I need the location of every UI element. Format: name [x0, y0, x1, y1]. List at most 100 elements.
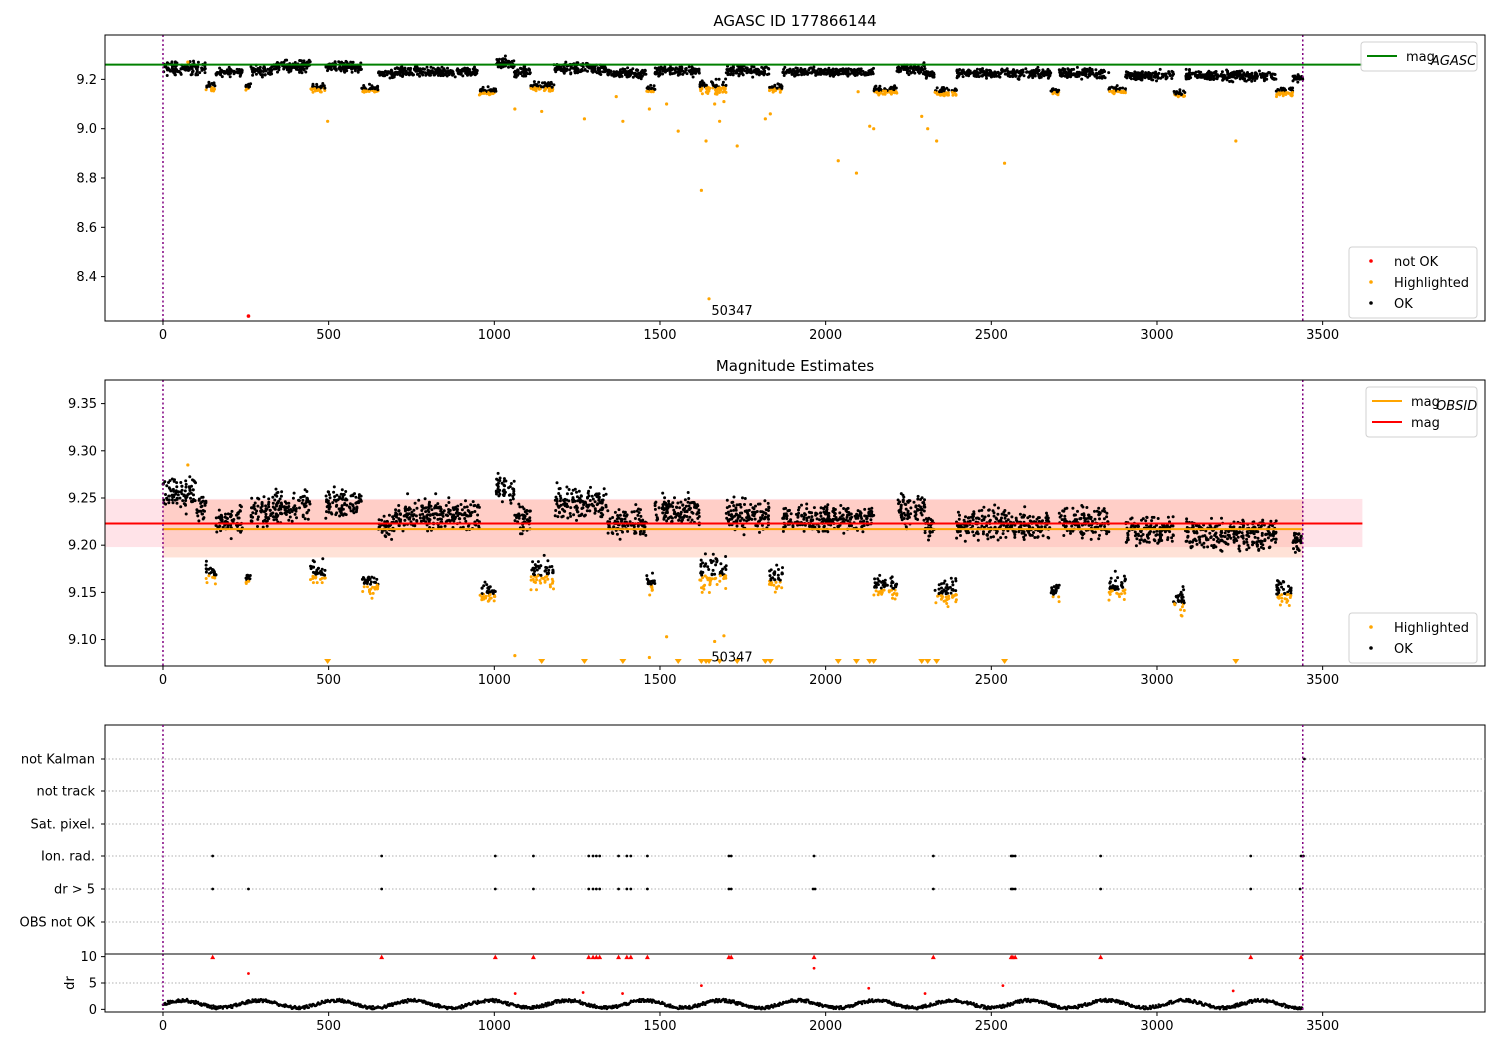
middle-ok-point [415, 506, 419, 510]
top-ok-point [289, 67, 293, 71]
middle-ok-point [171, 501, 175, 505]
middle-ok-point [517, 502, 521, 506]
middle-ok-point [644, 533, 648, 537]
top-ok-point [184, 67, 188, 70]
top-highlighted-point [1116, 90, 1120, 94]
top-ok-point [285, 58, 289, 62]
middle-highlighted-point [311, 574, 315, 578]
top-ok-point [849, 67, 853, 71]
middle-ok-point [546, 559, 550, 563]
top-ok-point [728, 73, 732, 77]
top-ok-point [1212, 78, 1216, 81]
top-ok-point [593, 67, 597, 71]
middle-ok-point [402, 514, 406, 518]
top-ok-point [429, 65, 433, 69]
middle-ok-point [663, 496, 667, 500]
middle-ok-point [585, 509, 589, 513]
top-ok-point [856, 71, 860, 75]
top-ok-point [787, 68, 791, 72]
top-highlighted-point [884, 89, 888, 93]
top-ok-point [344, 66, 348, 70]
middle-ok-point [740, 511, 744, 515]
middle-ok-point [417, 498, 421, 502]
top-highlighted-point [722, 99, 726, 104]
middle-ok-point [557, 492, 561, 495]
top-ok-point [924, 73, 928, 77]
middle-ok-point [471, 500, 475, 504]
middle-ok-point [279, 501, 283, 505]
top-ok-point [251, 73, 255, 77]
top-ok-point [1025, 70, 1029, 74]
top-ok-point [1091, 71, 1095, 75]
top-ok-point [1189, 76, 1193, 80]
top-ok-point [690, 72, 694, 76]
top-ok-point [676, 67, 680, 71]
middle-ok-point [267, 502, 270, 506]
middle-ok-point [711, 552, 715, 556]
middle-ok-point [326, 505, 330, 509]
middle-ok-point [439, 525, 443, 529]
middle-ok-point [558, 494, 562, 498]
panel-title-magnitude-estimates: Magnitude Estimates [716, 357, 874, 375]
middle-highlighted-point [718, 574, 722, 578]
top-ok-point [837, 69, 841, 73]
top-ok-point [773, 83, 777, 87]
middle-ok-point [476, 513, 480, 517]
top-ok-point [754, 67, 758, 71]
middle-ok-point [763, 516, 767, 520]
middle-ok-point [769, 568, 773, 572]
middle-ok-point [298, 506, 301, 510]
top-ok-point [653, 87, 657, 91]
middle-ok-point [675, 505, 678, 509]
middle-ok-point [812, 506, 816, 510]
middle-ok-point [711, 568, 715, 572]
middle-ok-point [264, 515, 268, 519]
middle-ok-point [697, 508, 701, 512]
middle-ok-point [714, 563, 718, 567]
top-ok-point [731, 69, 735, 72]
top-ok-point [1172, 72, 1175, 76]
middle-ok-point [387, 513, 391, 517]
middle-ok-point [738, 519, 742, 523]
middle-ok-point [293, 512, 297, 516]
middle-ok-point [645, 577, 649, 581]
middle-ok-point [184, 479, 188, 483]
middle-highlighted-point [702, 587, 706, 591]
middle-ok-point [608, 517, 612, 521]
middle-ok-point [411, 514, 415, 518]
middle-ok-point [305, 499, 309, 502]
top-ok-point [519, 67, 523, 71]
middle-ok-point [589, 485, 592, 489]
top-ok-point [529, 84, 533, 88]
middle-ok-point [394, 511, 398, 515]
middle-ok-point [204, 499, 208, 503]
middle-ok-point [167, 494, 171, 498]
top-ok-point [658, 71, 662, 74]
top-ok-point [214, 73, 218, 77]
top-ok-point [1024, 67, 1028, 71]
middle-ok-point [251, 511, 255, 515]
top-legend-sub: AGASC [1430, 54, 1477, 69]
top-ok-point [326, 69, 329, 73]
middle-ok-point [344, 490, 348, 493]
top-ok-point [809, 66, 813, 70]
top-ok-point [218, 66, 222, 70]
middle-ok-point [348, 502, 352, 506]
middle-ok-point [464, 499, 467, 503]
middle-ok-point [845, 507, 848, 511]
top-ok-point [1000, 67, 1004, 71]
middle-ok-point [570, 492, 574, 496]
0|top-y-tick-label: 8.4 [76, 270, 97, 285]
middle-highlighted-point [774, 580, 778, 584]
top-highlighted-point [889, 90, 893, 93]
middle-ok-point [457, 512, 461, 515]
middle-ok-point [340, 504, 344, 508]
top-ok-point [678, 71, 682, 75]
top-ok-point [226, 70, 230, 74]
middle-ok-point [561, 514, 565, 518]
middle-ok-point [634, 503, 638, 507]
middle-ok-point [331, 501, 335, 505]
top-highlighted-point [319, 90, 323, 94]
top-highlighted-point [951, 93, 955, 97]
middle-ok-point [485, 583, 489, 587]
